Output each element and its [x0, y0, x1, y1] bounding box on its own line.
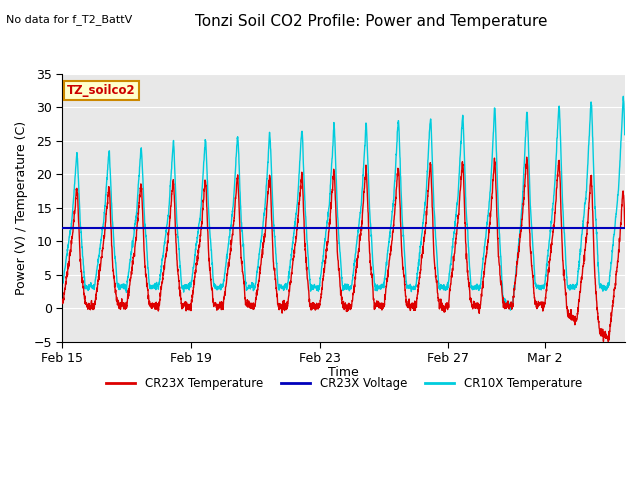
X-axis label: Time: Time [328, 366, 359, 379]
Text: No data for f_T2_BattV: No data for f_T2_BattV [6, 14, 132, 25]
Legend: CR23X Temperature, CR23X Voltage, CR10X Temperature: CR23X Temperature, CR23X Voltage, CR10X … [101, 372, 586, 395]
Y-axis label: Power (V) / Temperature (C): Power (V) / Temperature (C) [15, 121, 28, 295]
Text: Tonzi Soil CO2 Profile: Power and Temperature: Tonzi Soil CO2 Profile: Power and Temper… [195, 14, 547, 29]
Text: TZ_soilco2: TZ_soilco2 [67, 84, 136, 97]
